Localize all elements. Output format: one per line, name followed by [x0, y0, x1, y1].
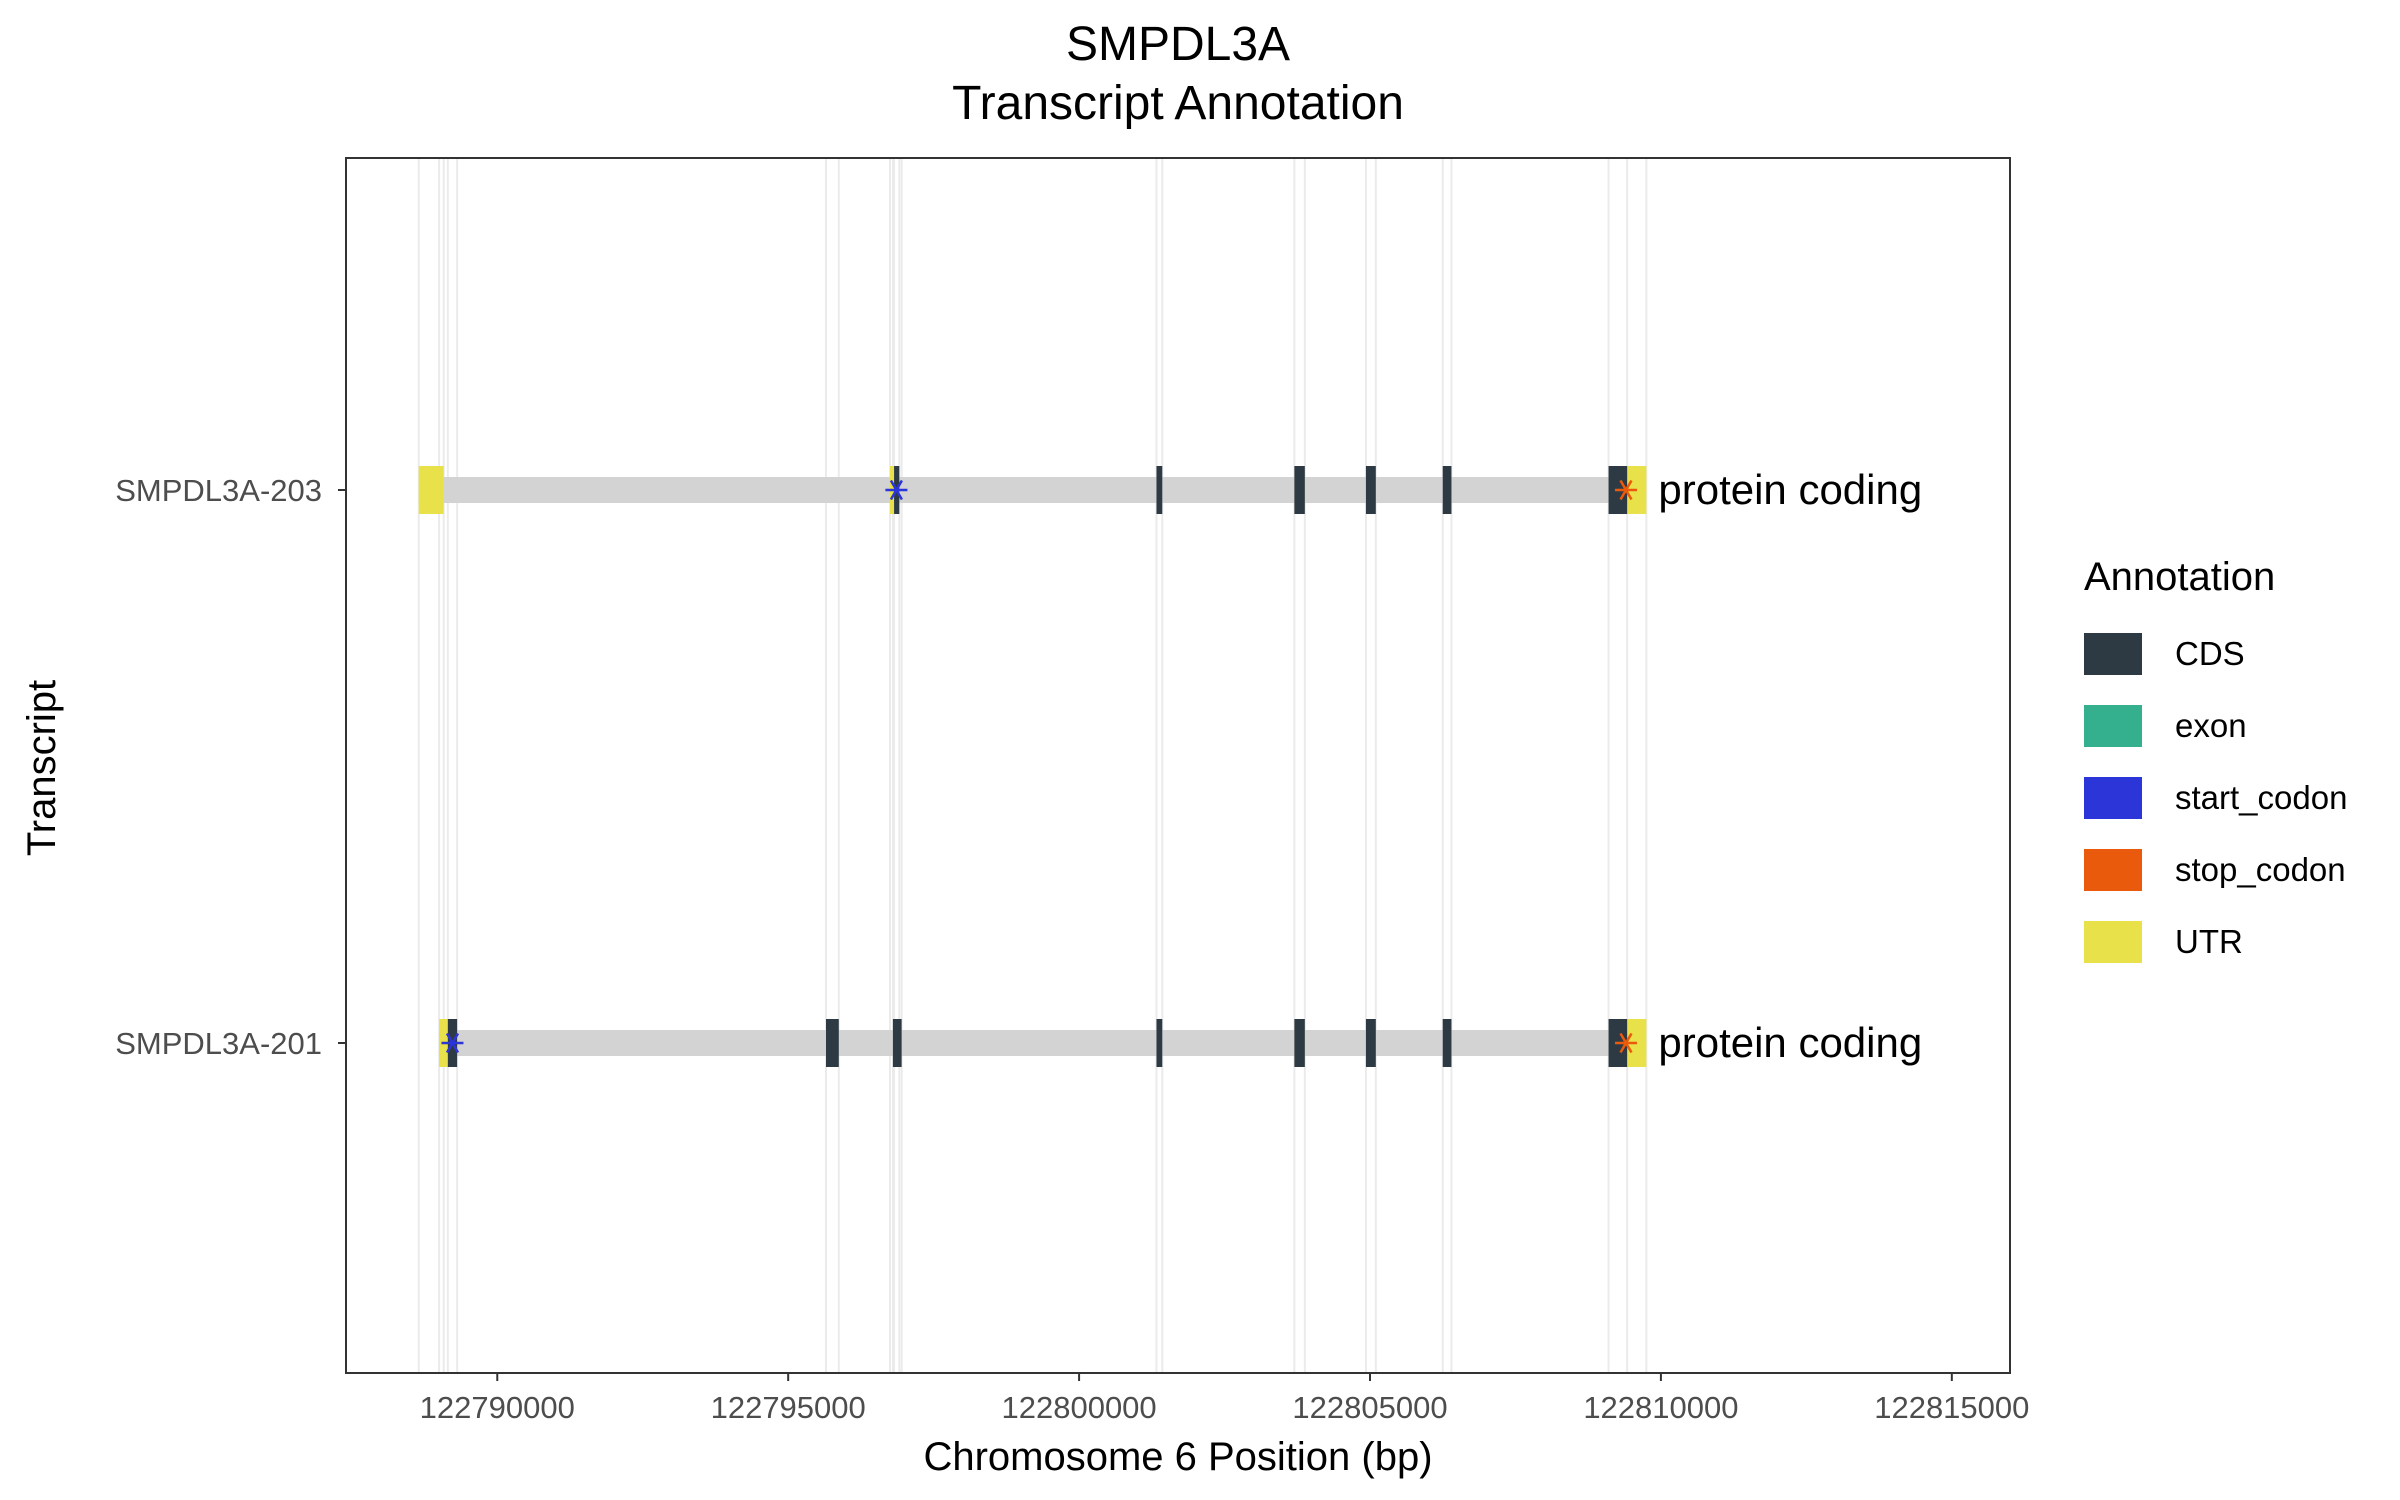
y-axis-label: Transcript — [20, 680, 64, 856]
intron-line — [439, 1030, 1647, 1056]
panel-border — [345, 157, 2011, 1374]
y-tick-label: SMPDL3A-201 — [115, 1026, 322, 1061]
legend-swatch-utr — [2084, 921, 2142, 963]
legend-label: CDS — [2175, 635, 2245, 672]
codon-marker-stroke — [1619, 1032, 1633, 1054]
legend: Annotation CDS exon start_codon stop_codon U… — [2084, 555, 2347, 963]
cds-block — [1365, 1019, 1376, 1067]
legend-swatch-exon — [2084, 705, 2142, 747]
legend-label: UTR — [2175, 923, 2243, 960]
transcript-biotype-label: protein coding — [1658, 466, 1922, 513]
cds-block — [1365, 466, 1376, 514]
utr-block — [418, 466, 444, 514]
x-tick-label: 122790000 — [420, 1390, 575, 1425]
legend-swatch-start-codon — [2084, 777, 2142, 819]
codon-marker-stroke — [889, 479, 903, 501]
y-tick-label: SMPDL3A-203 — [115, 473, 322, 508]
codon-marker-stroke — [445, 1032, 460, 1054]
cds-block — [826, 1019, 839, 1067]
x-tick-label: 122805000 — [1292, 1390, 1447, 1425]
legend-swatch-stop-codon — [2084, 849, 2142, 891]
start-codon-marker — [441, 1032, 464, 1054]
legend-swatch-cds — [2084, 633, 2142, 675]
cds-block — [1294, 1019, 1305, 1067]
cds-block — [1442, 1019, 1452, 1067]
cds-block — [1156, 466, 1163, 514]
start-codon-marker — [885, 479, 908, 501]
legend-title: Annotation — [2084, 555, 2275, 599]
chart-title: SMPDL3A — [1066, 18, 1290, 71]
legend-label: start_codon — [2175, 779, 2347, 816]
x-axis-label: Chromosome 6 Position (bp) — [923, 1435, 1432, 1479]
legend-label: exon — [2175, 707, 2247, 744]
x-tick-label: 122810000 — [1583, 1390, 1738, 1425]
x-tick-label: 122815000 — [1874, 1390, 2029, 1425]
transcript-biotype-label: protein coding — [1658, 1019, 1922, 1066]
cds-block — [1156, 1019, 1163, 1067]
intron-line — [418, 477, 1647, 503]
stop-codon-marker — [1615, 479, 1637, 501]
plot-area: protein coding SMPDL3A-203 protein coding S… — [115, 157, 2029, 1425]
legend-label: stop_codon — [2175, 851, 2346, 888]
stop-codon-marker — [1615, 1032, 1637, 1054]
cds-block — [1442, 466, 1452, 514]
codon-marker-stroke — [1619, 479, 1633, 501]
cds-block — [1294, 466, 1305, 514]
cds-block — [892, 1019, 902, 1067]
x-tick-label: 122795000 — [711, 1390, 866, 1425]
x-tick-label: 122800000 — [1002, 1390, 1157, 1425]
chart-subtitle: Transcript Annotation — [952, 77, 1404, 130]
